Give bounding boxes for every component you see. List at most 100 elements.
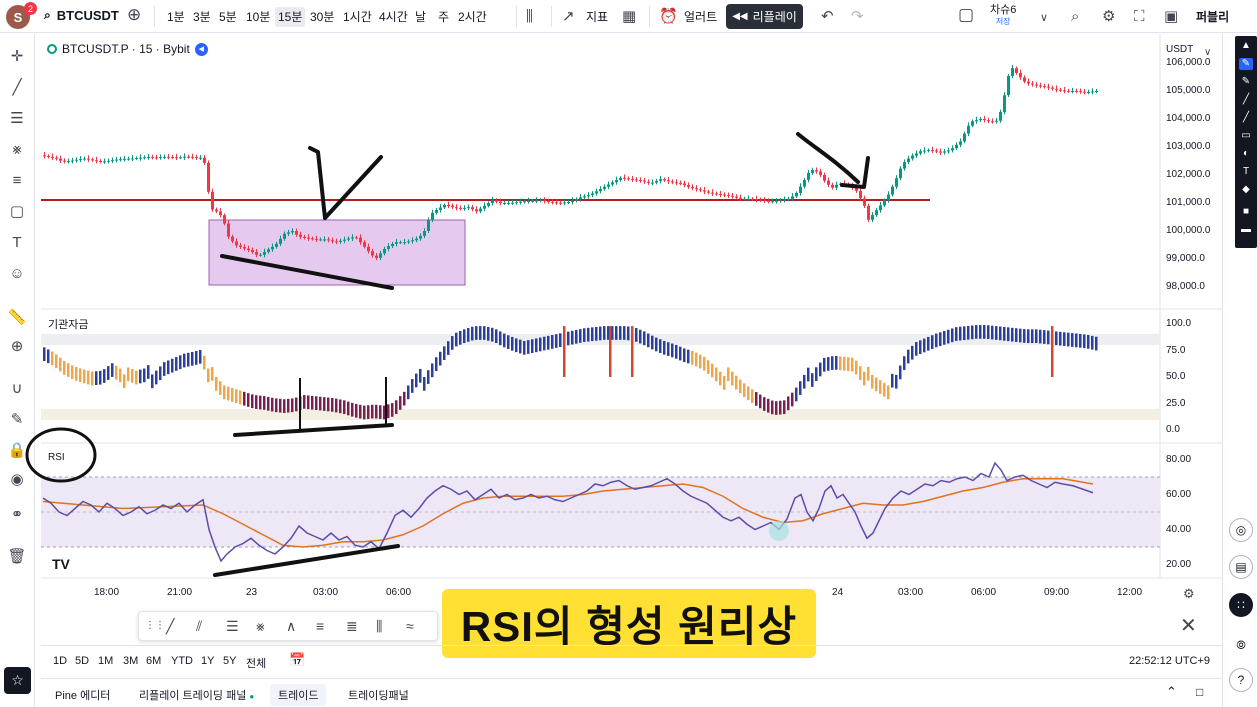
link-icon[interactable]: ⚭ bbox=[10, 506, 24, 523]
candle-type-icon[interactable]: ⫼ bbox=[526, 8, 533, 25]
publish-button[interactable]: 퍼블리 bbox=[1196, 10, 1230, 24]
fill-square-icon[interactable]: ▬ bbox=[1241, 224, 1251, 235]
range-7[interactable]: 5Y bbox=[223, 655, 237, 667]
lock-drawing-icon[interactable]: ✎ bbox=[10, 411, 24, 428]
alert-button[interactable]: 얼러트 bbox=[684, 10, 718, 24]
favorites-star-icon[interactable]: ☆ bbox=[4, 667, 31, 694]
range-0[interactable]: 1D bbox=[53, 655, 68, 667]
range-2[interactable]: 1M bbox=[98, 655, 114, 667]
drawn-rsi-circle[interactable] bbox=[25, 427, 97, 483]
replay-button[interactable]: ◀◀ 리플레이 bbox=[726, 4, 803, 29]
rsi-indicator-label[interactable]: RSI bbox=[48, 452, 65, 463]
camera-icon[interactable]: ▣ bbox=[1164, 8, 1179, 25]
range-1[interactable]: 5D bbox=[75, 655, 90, 667]
interval-2[interactable]: 5분 bbox=[219, 10, 237, 24]
interval-4[interactable]: 15분 bbox=[275, 7, 306, 27]
interval-3[interactable]: 10분 bbox=[246, 10, 271, 24]
settings-gear-icon[interactable]: ⚙ bbox=[1102, 8, 1116, 25]
trend-line-icon[interactable]: ╱ bbox=[166, 618, 175, 634]
tab-trade[interactable]: 트레이드 bbox=[270, 684, 327, 706]
maximize-icon[interactable]: □ bbox=[1196, 685, 1204, 699]
range-8[interactable]: 전체 bbox=[246, 658, 267, 670]
range-6[interactable]: 1Y bbox=[201, 655, 215, 667]
channel-icon[interactable]: ⫽ bbox=[196, 618, 203, 634]
tab-pine-editor[interactable]: Pine 에디터 bbox=[55, 690, 111, 702]
tab-replay-trading-panel[interactable]: 리플레이 트레이딩 패널 ● bbox=[139, 687, 254, 703]
drawn-low-trendline[interactable] bbox=[220, 254, 394, 290]
shape-icon[interactable]: ▢ bbox=[9, 203, 25, 220]
broadcast-icon[interactable]: ⦾ bbox=[1229, 633, 1253, 657]
redo-icon[interactable]: ↷ bbox=[851, 8, 864, 25]
drawn-arrow[interactable] bbox=[796, 132, 870, 189]
range-4[interactable]: 6M bbox=[146, 655, 162, 667]
compare-add-icon[interactable]: ⊕ bbox=[127, 5, 142, 24]
fib-retracement-icon[interactable]: ☰ bbox=[226, 618, 239, 634]
chevron-down-icon[interactable]: ∨ bbox=[1040, 12, 1049, 24]
emoji-icon[interactable]: ☺ bbox=[9, 264, 25, 282]
fib-icon[interactable]: ≡ bbox=[12, 171, 22, 189]
interval-8[interactable]: 날 bbox=[415, 10, 427, 24]
go-to-date-icon[interactable]: 📅 bbox=[289, 652, 306, 667]
symbol-search[interactable]: ⌕ BTCUSDT bbox=[44, 8, 119, 23]
brush-icon[interactable]: ✎ bbox=[1239, 58, 1253, 70]
quick-search-icon[interactable]: ⌕ bbox=[1071, 8, 1080, 25]
pattern-icon[interactable]: ⨳ bbox=[12, 140, 22, 158]
fullscreen-icon[interactable]: ⛶ bbox=[1134, 8, 1145, 25]
interval-6[interactable]: 1시간 bbox=[343, 10, 372, 24]
apps-grid-icon[interactable]: ∷ bbox=[1229, 593, 1253, 617]
chevron-up-icon[interactable]: ⌃ bbox=[1166, 684, 1177, 699]
text-icon[interactable]: T bbox=[1242, 166, 1250, 177]
trash-icon[interactable]: 🗑 bbox=[7, 548, 27, 565]
tab-trading-panel[interactable]: 트레이딩패널 bbox=[348, 690, 409, 702]
zoom-in-icon[interactable]: ⊕ bbox=[10, 338, 24, 355]
interval-10[interactable]: 2시간 bbox=[458, 10, 487, 24]
abcd-pattern-icon[interactable]: ∧ bbox=[286, 618, 297, 634]
indicators-button[interactable]: 지표 bbox=[586, 10, 609, 24]
range-3[interactable]: 3M bbox=[123, 655, 139, 667]
cursor-arrow-icon[interactable]: ▲ bbox=[1241, 40, 1251, 51]
rectangle-icon[interactable]: ▭ bbox=[1241, 130, 1251, 141]
consolidation-box[interactable] bbox=[208, 219, 466, 286]
calendar-icon[interactable]: ▤ bbox=[1229, 555, 1253, 579]
marker-icon[interactable]: ╱ bbox=[1242, 112, 1250, 123]
interval-1[interactable]: 3분 bbox=[193, 10, 211, 24]
text-icon[interactable]: T bbox=[12, 233, 22, 251]
indicators-icon[interactable]: ↗ bbox=[562, 8, 575, 25]
line-icon[interactable]: ╱ bbox=[1242, 94, 1250, 105]
drawn-rsi-trendline[interactable] bbox=[213, 544, 400, 577]
crosshair-icon[interactable]: ✛ bbox=[10, 48, 24, 65]
xabcd-pattern-icon[interactable]: ⨳ bbox=[256, 618, 265, 634]
interval-9[interactable]: 주 bbox=[438, 10, 450, 24]
help-icon[interactable]: ? bbox=[1229, 668, 1253, 692]
interval-7[interactable]: 4시간 bbox=[379, 10, 408, 24]
ruler-icon[interactable]: 📏 bbox=[7, 309, 27, 326]
currency-label[interactable]: USDT bbox=[1166, 44, 1194, 55]
palette-icon[interactable]: ◐ bbox=[1242, 148, 1250, 159]
symbol-legend[interactable]: BTCUSDT.P · 15 · Bybit ◀ bbox=[47, 42, 208, 56]
drag-handle-icon[interactable]: ⋮⋮ bbox=[145, 620, 165, 631]
parallel-lines-icon[interactable]: ☰ bbox=[10, 110, 24, 127]
target-icon[interactable]: ◎ bbox=[1229, 518, 1253, 542]
templates-icon[interactable]: ▦ bbox=[622, 8, 637, 25]
close-icon[interactable]: ✕ bbox=[1180, 615, 1197, 637]
clock-timezone[interactable]: 22:52:12 UTC+9 bbox=[1129, 655, 1211, 667]
chevron-down-icon[interactable]: ∨ bbox=[1204, 47, 1212, 58]
eraser-icon[interactable]: ◆ bbox=[1242, 184, 1250, 195]
drawn-inst-trendline[interactable] bbox=[233, 423, 394, 437]
layout-name[interactable]: 차슈6 저장 bbox=[990, 4, 1016, 28]
color-square-icon[interactable]: ■ bbox=[1242, 206, 1250, 217]
layout-icon[interactable]: ▢ bbox=[958, 5, 975, 24]
interval-0[interactable]: 1분 bbox=[167, 10, 185, 24]
eye-icon[interactable]: ◉ bbox=[10, 471, 24, 488]
inst-indicator-label[interactable]: 기관자금 bbox=[48, 319, 89, 331]
bars-pattern-icon[interactable]: ⫼ bbox=[376, 618, 383, 634]
interval-5[interactable]: 30분 bbox=[310, 10, 335, 24]
drawn-checkmark[interactable] bbox=[308, 146, 383, 220]
long-position-icon[interactable]: ≡ bbox=[316, 618, 325, 634]
alarm-clock-icon[interactable]: ⏰ bbox=[659, 8, 678, 25]
magnet-icon[interactable]: ∪ bbox=[11, 380, 23, 397]
date-range-icon[interactable]: ≣ bbox=[346, 618, 358, 634]
lock-icon[interactable]: 🔒 bbox=[7, 442, 27, 459]
forecast-icon[interactable]: ≈ bbox=[406, 618, 414, 634]
